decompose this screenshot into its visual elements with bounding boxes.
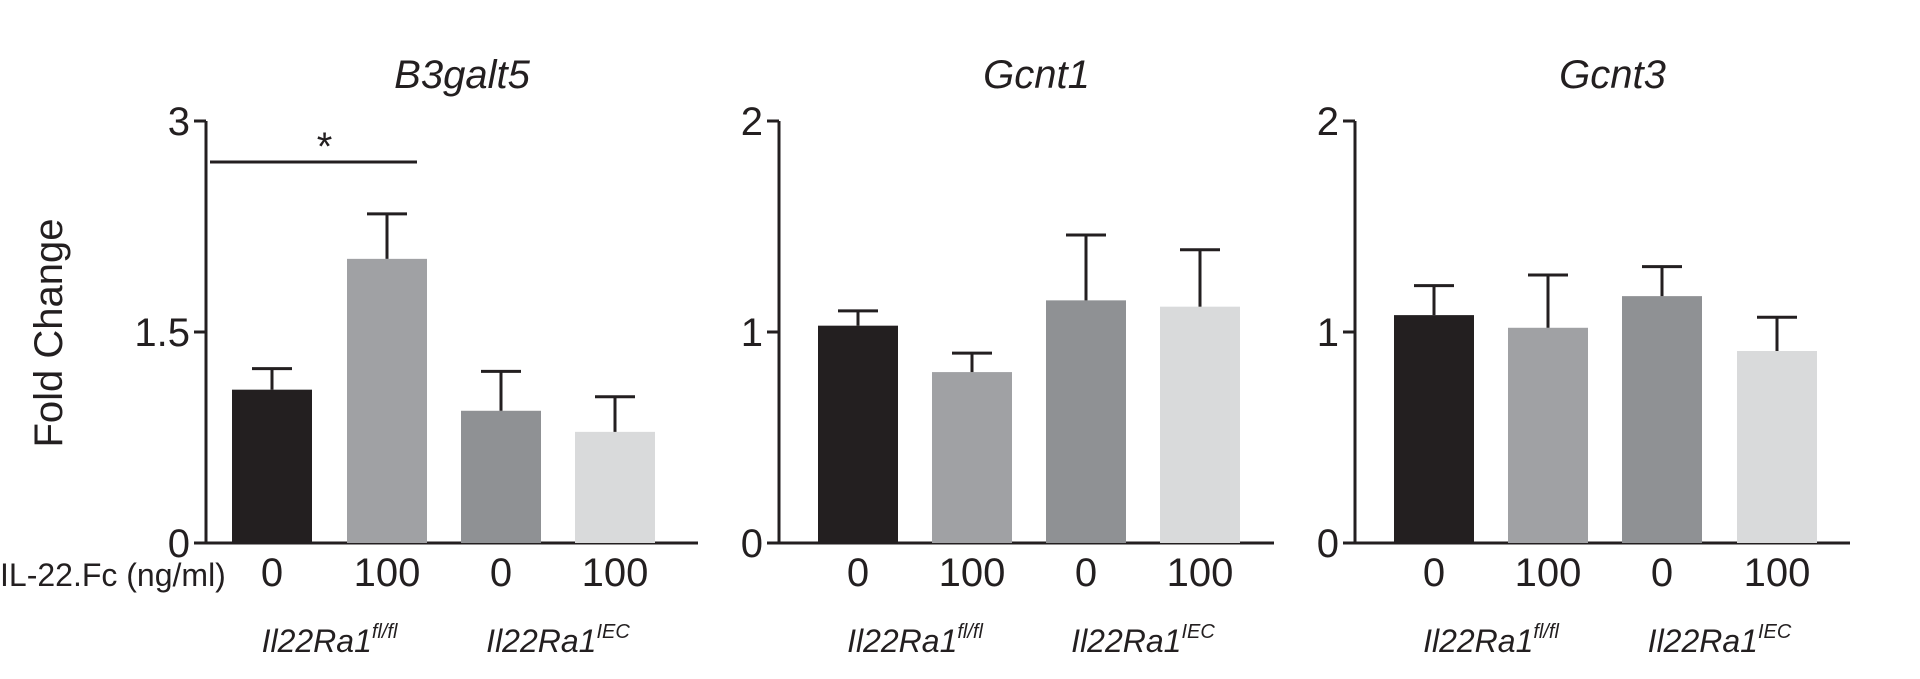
category-label: 100 [1515, 551, 1582, 595]
dose-row-label: IL-22.Fc (ng/ml) [0, 557, 226, 593]
y-tick-label: 0 [168, 522, 190, 566]
bar [347, 258, 427, 543]
y-tick-label: 3 [168, 100, 190, 144]
panel-title: B3galt5 [394, 53, 530, 97]
category-label: 100 [939, 551, 1006, 595]
y-tick-label: 0 [1317, 522, 1339, 566]
panel-title: Gcnt1 [983, 53, 1090, 97]
bar [1160, 306, 1240, 543]
panel-title: Gcnt3 [1559, 53, 1666, 97]
bar [461, 410, 541, 543]
y-axis-label: Fold Change [27, 218, 71, 447]
bar [932, 372, 1012, 543]
category-label: 0 [1651, 551, 1673, 595]
panel-Gcnt3: Gcnt3 0 1 2 0 100 0 100 Il22Ra1fl/fl Il22Ra1IEC [1317, 53, 1850, 659]
panel-B3galt5: B3galt5 0 1.5 3 0 100 0 100 Il22Ra1fl/fl Il22Ra1I… [134, 53, 698, 659]
genotype-label: Il22Ra1fl/fl [1423, 621, 1559, 659]
bar [1737, 350, 1817, 543]
category-label: 100 [1167, 551, 1234, 595]
category-label: 100 [354, 551, 421, 595]
genotype-label: Il22Ra1IEC [1648, 621, 1792, 659]
bar [818, 325, 898, 543]
genotype-label: Il22Ra1fl/fl [262, 621, 398, 659]
y-tick-label: 2 [741, 100, 763, 144]
category-label: 100 [582, 551, 649, 595]
significance-star: * [317, 125, 333, 169]
bar [575, 431, 655, 543]
genotype-label: Il22Ra1IEC [486, 621, 630, 659]
category-label: 100 [1744, 551, 1811, 595]
bar [1508, 327, 1588, 543]
bar [1622, 296, 1702, 543]
category-label: 0 [1075, 551, 1097, 595]
bar [232, 389, 312, 543]
category-label: 0 [490, 551, 512, 595]
category-label: 0 [261, 551, 283, 595]
bar [1394, 315, 1474, 543]
y-tick-label: 1.5 [134, 311, 190, 355]
panel-Gcnt1: Gcnt1 0 1 2 0 100 0 100 Il22Ra1fl/fl Il22Ra1IEC [741, 53, 1274, 659]
y-tick-label: 1 [741, 311, 763, 355]
y-tick-label: 0 [741, 522, 763, 566]
y-tick-label: 1 [1317, 311, 1339, 355]
category-label: 0 [1423, 551, 1445, 595]
y-tick-label: 2 [1317, 100, 1339, 144]
bar [1046, 300, 1126, 543]
category-label: 0 [847, 551, 869, 595]
genotype-label: Il22Ra1IEC [1071, 621, 1215, 659]
genotype-label: Il22Ra1fl/fl [847, 621, 983, 659]
